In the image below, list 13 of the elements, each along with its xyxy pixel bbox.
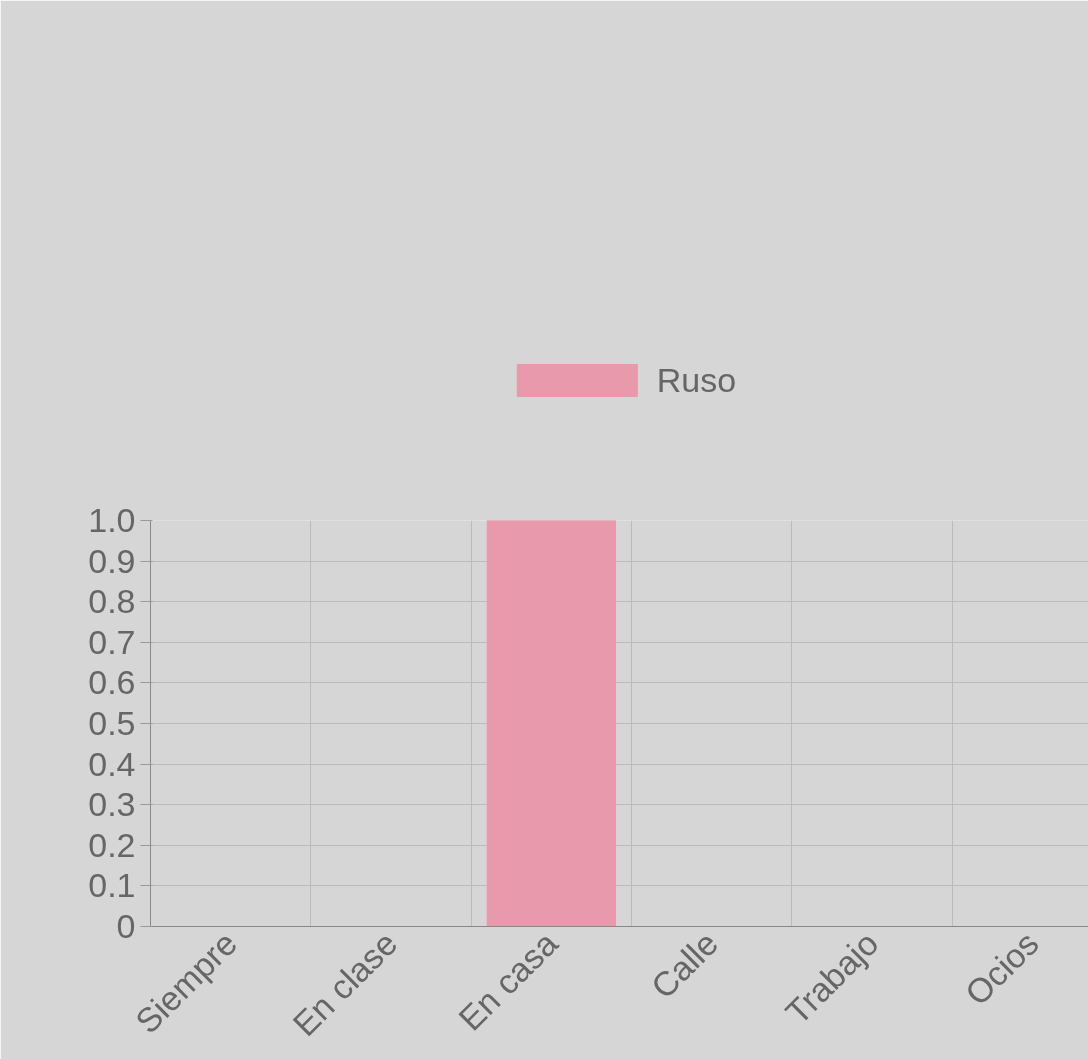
y-tick-label: 0.2	[88, 825, 136, 864]
y-tick-label: 1.0	[88, 501, 136, 539]
y-tick-label: 0.4	[88, 744, 136, 783]
y-tick-label: 0.9	[88, 541, 136, 580]
y-tick-label: 0.6	[88, 663, 136, 702]
y-tick-label: 0.5	[88, 704, 136, 742]
y-tick-label: 0.7	[88, 622, 136, 661]
y-tick-label: 0	[116, 907, 136, 945]
y-tick-label: 0.1	[88, 866, 136, 905]
legend-label: Ruso	[656, 360, 737, 400]
y-tick-label: 0.3	[88, 785, 136, 824]
x-tick-label: En casa	[451, 924, 565, 1038]
y-tick-label: 0.8	[88, 582, 136, 621]
